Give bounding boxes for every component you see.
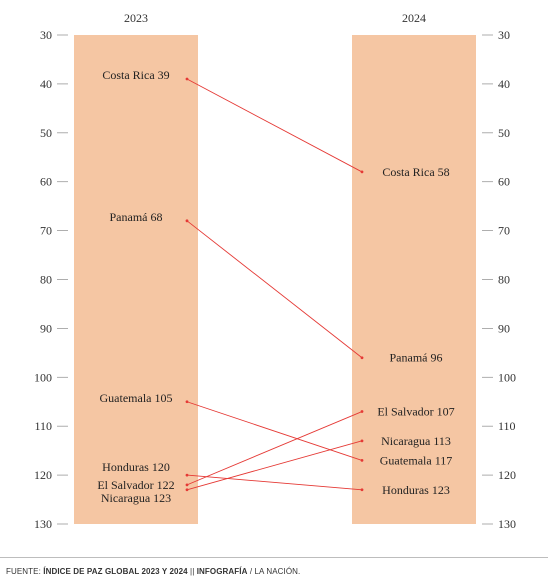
tick-label-left: 80 bbox=[40, 273, 52, 287]
slope-line bbox=[186, 78, 363, 173]
footer-rule bbox=[0, 557, 548, 558]
label-2024: El Salvador 107 bbox=[377, 405, 454, 419]
tick-label-right: 80 bbox=[498, 273, 510, 287]
footer-prefix: FUENTE: bbox=[6, 567, 44, 576]
year-label-2023: 2023 bbox=[124, 11, 148, 25]
tick-label-right: 50 bbox=[498, 126, 510, 140]
tick-label-right: 40 bbox=[498, 77, 510, 91]
tick-label-left: 90 bbox=[40, 321, 52, 335]
label-2023: El Salvador 122 bbox=[97, 478, 174, 492]
footer-sep: || bbox=[187, 567, 197, 576]
tick-label-left: 100 bbox=[34, 370, 52, 384]
tick-label-right: 110 bbox=[498, 419, 516, 433]
tick-label-right: 130 bbox=[498, 517, 516, 531]
point-2024 bbox=[360, 439, 364, 443]
point-2024 bbox=[360, 410, 364, 413]
label-2024: Costa Rica 58 bbox=[382, 165, 449, 179]
tick-label-right: 60 bbox=[498, 175, 510, 189]
label-2024: Panamá 96 bbox=[390, 351, 443, 365]
point-2023 bbox=[185, 473, 189, 477]
tick-label-left: 50 bbox=[40, 126, 52, 140]
slope-line bbox=[186, 474, 363, 491]
tick-label-left: 110 bbox=[34, 419, 52, 433]
label-2023: Honduras 120 bbox=[102, 460, 170, 474]
footer-suffix: / LA NACIÓN. bbox=[247, 567, 301, 576]
point-2023 bbox=[185, 219, 189, 223]
tick-label-left: 30 bbox=[40, 28, 52, 42]
point-2024 bbox=[360, 488, 364, 492]
tick-label-left: 120 bbox=[34, 468, 52, 482]
tick-label-right: 100 bbox=[498, 370, 516, 384]
label-2024: Honduras 123 bbox=[382, 483, 450, 497]
label-2023: Panamá 68 bbox=[110, 210, 163, 224]
label-2024: Nicaragua 113 bbox=[381, 434, 451, 448]
label-2023: Nicaragua 123 bbox=[101, 491, 171, 505]
point-2024 bbox=[360, 170, 364, 174]
point-2023 bbox=[185, 400, 189, 404]
year-band-2024 bbox=[352, 35, 476, 524]
point-2023 bbox=[185, 483, 189, 487]
label-2023: Costa Rica 39 bbox=[102, 68, 169, 82]
label-2024: Guatemala 117 bbox=[380, 453, 453, 467]
tick-label-right: 120 bbox=[498, 468, 516, 482]
point-2024 bbox=[360, 459, 364, 462]
year-label-2024: 2024 bbox=[402, 11, 426, 25]
tick-label-right: 90 bbox=[498, 321, 510, 335]
point-2023 bbox=[185, 77, 189, 81]
point-2023 bbox=[185, 488, 189, 492]
footer-credit: INFOGRAFÍA bbox=[196, 567, 248, 576]
label-2023: Guatemala 105 bbox=[100, 391, 173, 405]
slope-line bbox=[186, 411, 363, 486]
tick-label-right: 30 bbox=[498, 28, 510, 42]
slope-chart: 2023 2024 30 30 40 40 50 50 60 60 70 70 80 80 90 90 100 1… bbox=[34, 11, 516, 531]
year-band-2023 bbox=[74, 35, 198, 524]
source-footer: FUENTE: ÍNDICE DE PAZ GLOBAL 2023 Y 2024… bbox=[6, 567, 300, 576]
footer-source: ÍNDICE DE PAZ GLOBAL 2023 Y 2024 bbox=[43, 567, 188, 576]
tick-label-right: 70 bbox=[498, 224, 510, 238]
slope-line bbox=[186, 440, 363, 491]
tick-label-left: 40 bbox=[40, 77, 52, 91]
point-2024 bbox=[360, 356, 364, 360]
tick-label-left: 70 bbox=[40, 224, 52, 238]
slope-line bbox=[186, 220, 363, 359]
slope-line bbox=[186, 401, 363, 461]
tick-label-left: 60 bbox=[40, 175, 52, 189]
tick-label-left: 130 bbox=[34, 517, 52, 531]
